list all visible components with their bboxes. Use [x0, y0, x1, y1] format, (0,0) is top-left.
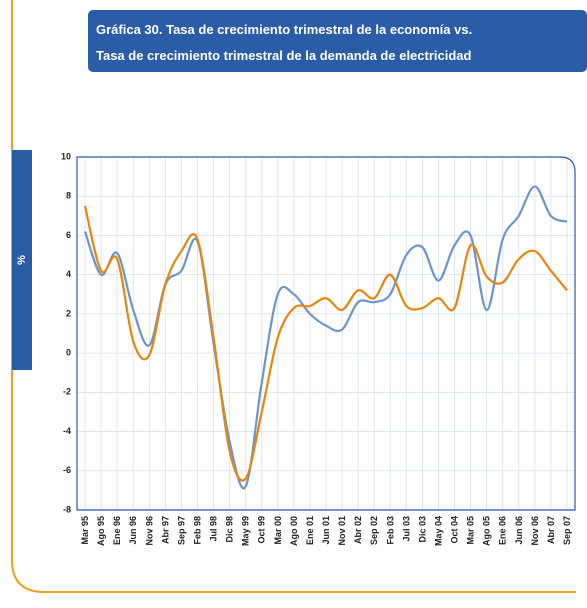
y-tick-label: -4: [63, 426, 71, 436]
title-box: [88, 10, 587, 72]
x-tick-label: Ago 00: [289, 516, 299, 546]
x-tick-label: Mar 05: [466, 516, 476, 545]
chart-title: Tasa de crecimiento trimestral de la dem…: [96, 48, 472, 63]
x-tick-label: Sep 02: [369, 516, 379, 545]
x-tick-label: Dic 98: [225, 516, 235, 543]
x-tick-label: Ago 95: [96, 516, 106, 546]
x-tick-label: Jun 06: [514, 516, 524, 545]
frame-border: [11, 0, 576, 593]
y-tick-label: 8: [66, 191, 71, 201]
x-tick-label: Jun 01: [321, 516, 331, 545]
x-tick-label: Mar 95: [80, 516, 90, 545]
x-tick-label: Oct 99: [257, 516, 267, 544]
x-tick-label: Sep 07: [562, 516, 572, 545]
x-tick-label: Sep 97: [176, 516, 186, 545]
y-tick-label: 4: [66, 269, 71, 279]
x-tick-label: Mar 00: [273, 516, 283, 545]
x-tick-label: Abr 07: [546, 516, 556, 544]
x-tick-label: Jul 03: [401, 516, 411, 542]
x-tick-label: Ago 05: [482, 516, 492, 546]
x-tick-label: Feb 98: [192, 516, 202, 545]
x-tick-label: Abr 02: [353, 516, 363, 544]
x-tick-label: Jun 96: [128, 516, 138, 545]
y-tick-label: 6: [66, 230, 71, 240]
y-axis-label: %: [16, 255, 28, 265]
x-tick-label: Ene 96: [112, 516, 122, 545]
x-tick-label: Oct 04: [450, 516, 460, 544]
chart-title: Gráfica 30. Tasa de crecimiento trimestr…: [96, 22, 472, 37]
x-tick-label: Nov 96: [144, 516, 154, 546]
x-tick-label: Abr 97: [160, 516, 170, 544]
x-tick-label: Nov 06: [530, 516, 540, 546]
y-tick-label: 0: [66, 347, 71, 357]
plot-frame: [76, 156, 576, 511]
x-tick-label: May 99: [241, 516, 251, 546]
y-label-box: [12, 150, 32, 370]
x-tick-label: Nov 01: [337, 516, 347, 546]
y-tick-label: -8: [63, 504, 71, 514]
x-tick-label: May 04: [433, 516, 443, 546]
x-tick-label: Jul 98: [209, 516, 219, 542]
x-tick-label: Dic 03: [417, 516, 427, 543]
y-tick-label: -2: [63, 387, 71, 397]
y-tick-label: 10: [61, 151, 71, 161]
y-tick-label: -6: [63, 465, 71, 475]
series-line: [83, 205, 568, 482]
x-tick-label: Feb 03: [385, 516, 395, 545]
y-tick-label: 2: [66, 308, 71, 318]
x-tick-label: Ene 01: [305, 516, 315, 545]
x-tick-label: Ene 06: [498, 516, 508, 545]
